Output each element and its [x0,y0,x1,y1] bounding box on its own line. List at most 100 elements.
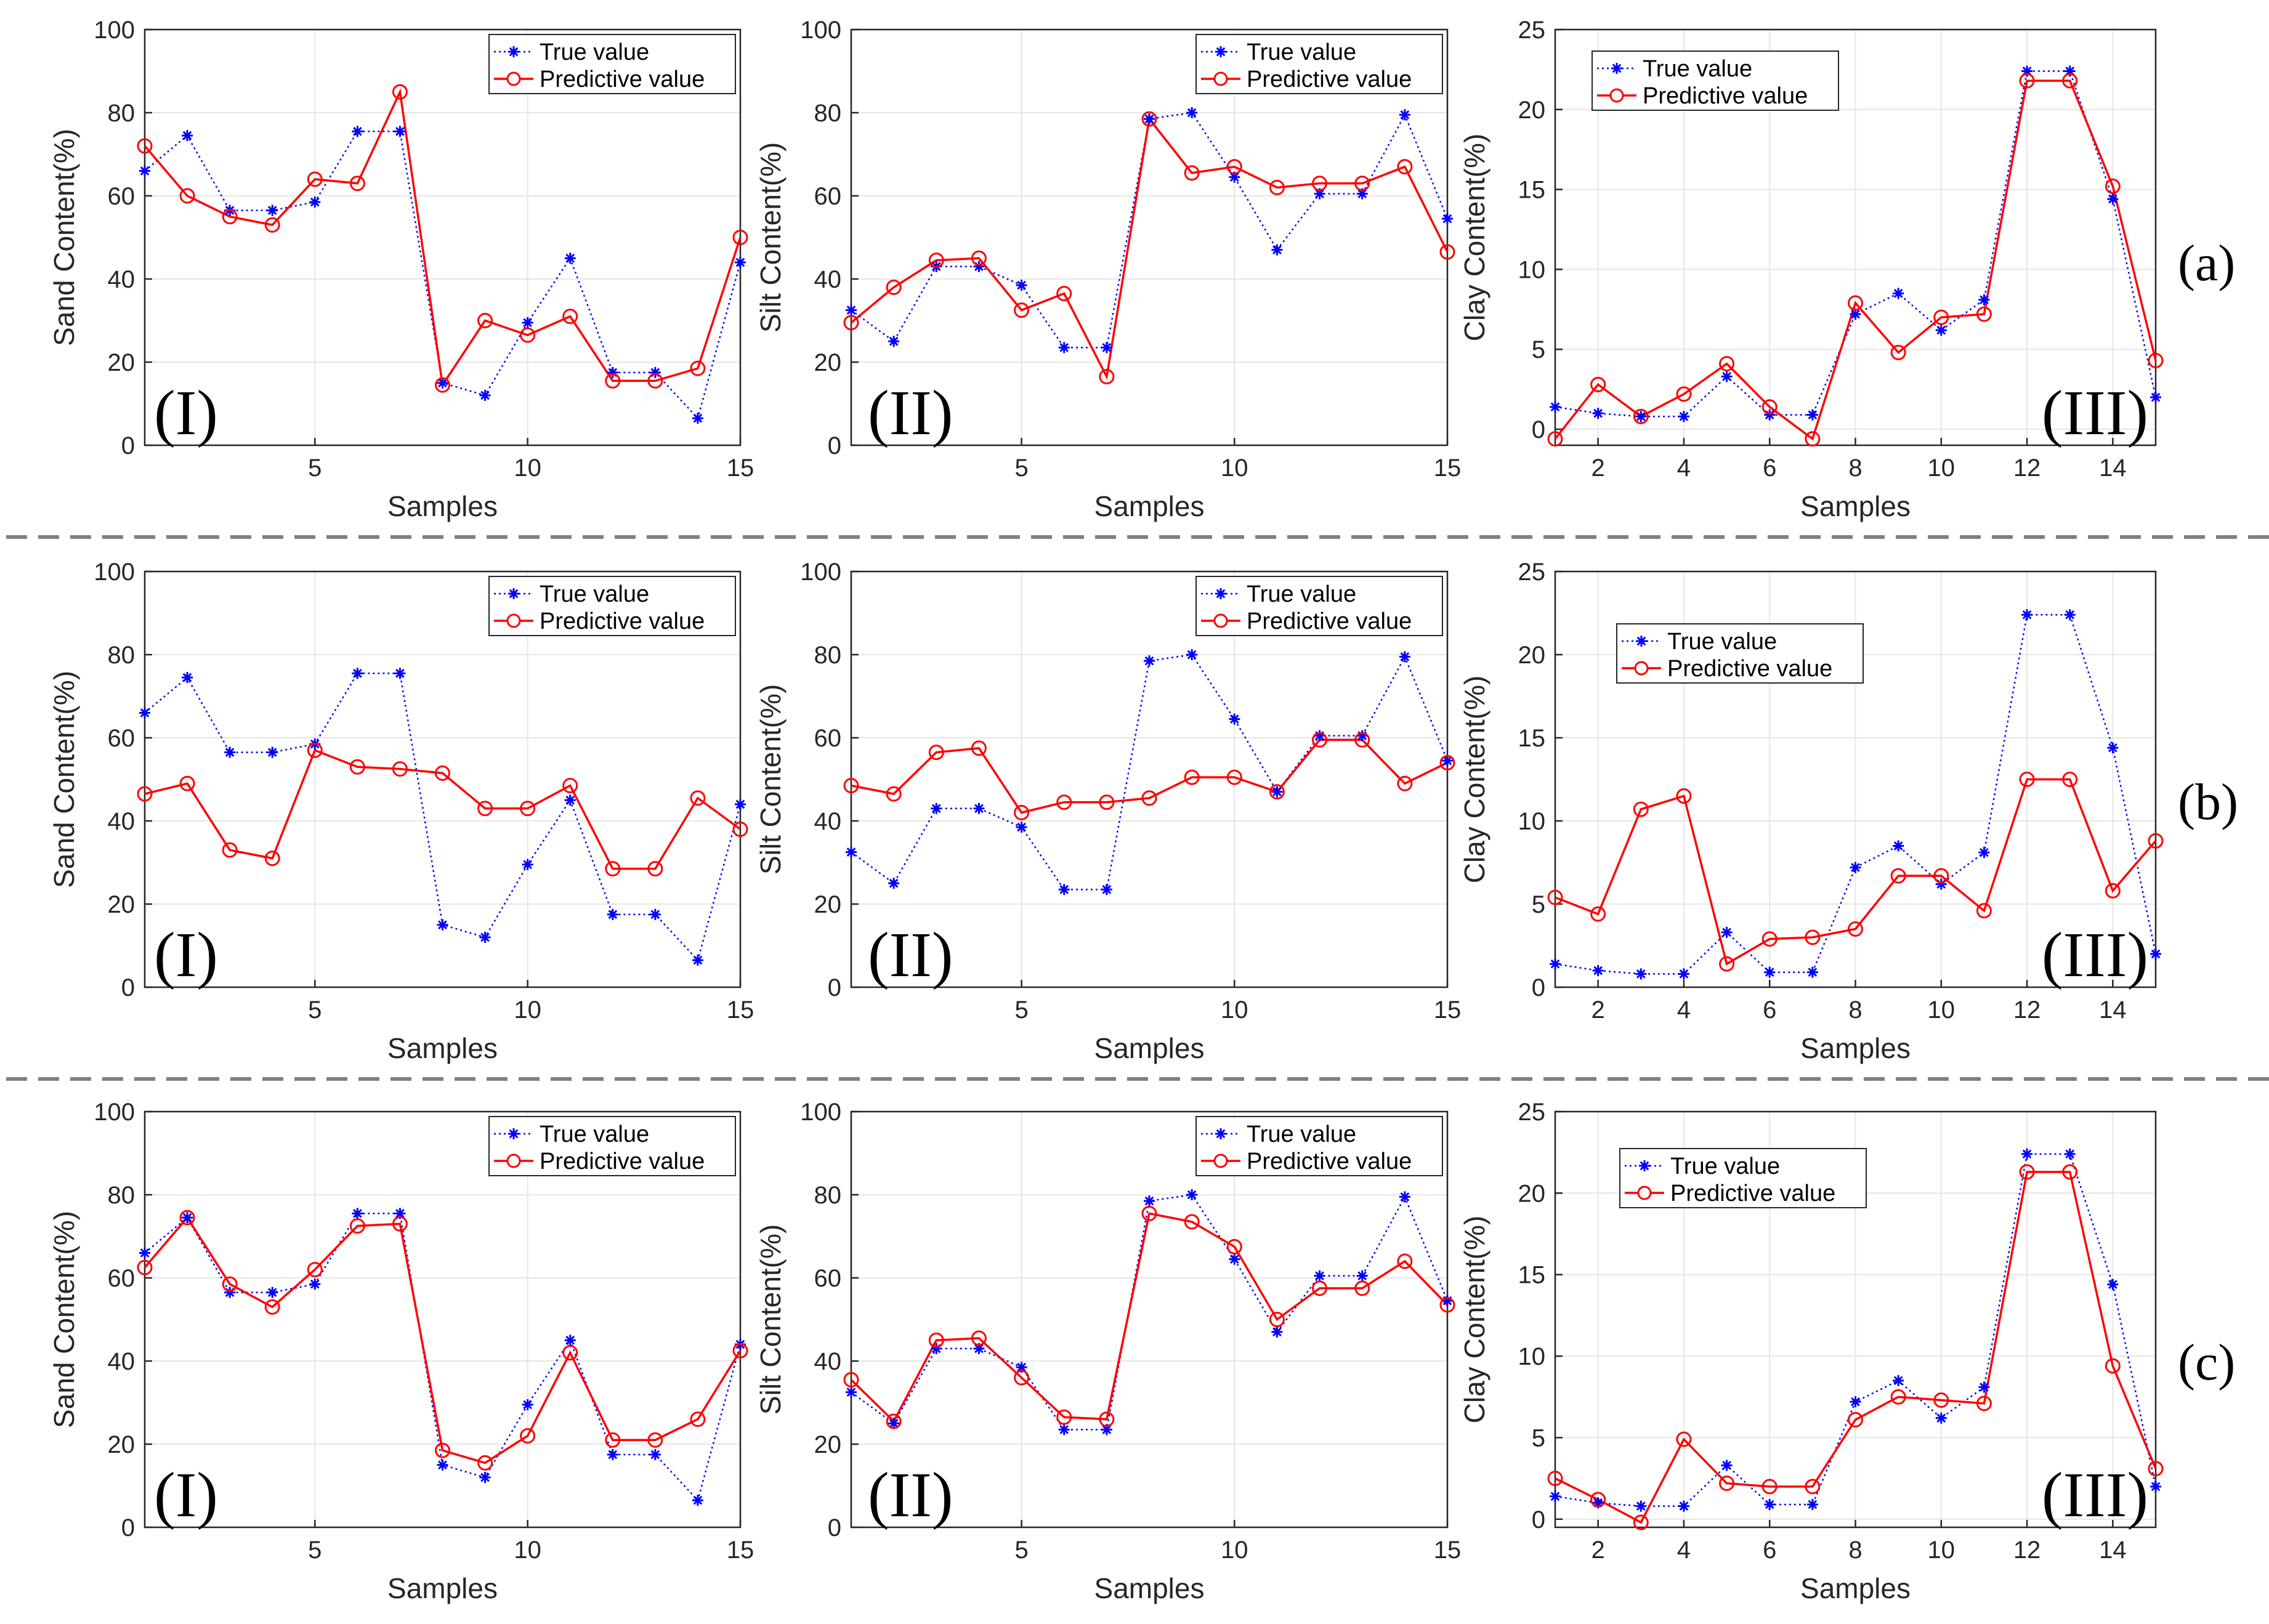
y-tick-label: 5 [1532,1424,1545,1452]
true-value-point [1314,188,1325,200]
true-value-point [607,366,618,378]
true-value-point [564,1335,576,1346]
predictive-value-point [1676,1431,1692,1447]
y-tick-label: 25 [1518,1099,1546,1126]
x-axis-label: Samples [1800,490,1911,522]
legend-pred-label: Predictive value [1667,656,1832,682]
y-tick-label: 100 [94,17,135,44]
legend-box [1195,34,1443,94]
y-tick-label: 10 [1518,1343,1546,1370]
predictive-value-point [1633,1514,1649,1530]
true-value-point [224,746,236,758]
x-tick-label: 6 [1763,454,1776,482]
true-value-point [564,252,576,264]
predictive-value-point [1761,931,1778,947]
true-value-point [1229,1253,1240,1265]
predictive-value-point [1805,1479,1821,1495]
predictive-value-point [732,230,748,245]
predictive-value-point [886,1413,902,1429]
predictive-value-point [1099,794,1115,810]
predictive-value-point [179,1210,195,1226]
predictive-value-point [1312,732,1328,748]
true-value-point [1764,409,1776,421]
legend-pred-label: Predictive value [1247,67,1412,92]
predictive-value-point [392,84,408,100]
true-value-point [1592,965,1604,976]
legend-true-label: True value [540,1121,649,1147]
true-value-point [352,126,363,137]
plot-frame [144,570,742,988]
y-tick-label: 15 [1518,725,1546,752]
true-value-point [182,130,193,142]
predictive-value-point [1933,868,1949,884]
true-value-point [2021,65,2033,77]
true-value-point [1893,1375,1904,1386]
row-label-c: (c) [2178,1334,2235,1391]
predictive-value-point [1590,906,1606,922]
predictive-value-point [690,1412,706,1427]
true-value-point [846,1386,857,1398]
legend-pred-marker [1637,1186,1652,1200]
true-value-point [1806,1498,1818,1510]
true-value-point [522,317,533,328]
true-value-point [2150,948,2161,959]
y-tick-label: 100 [800,17,841,44]
predictive-value-point [2062,73,2078,89]
true-value-point [1764,1498,1776,1510]
legend-true-marker [508,46,519,57]
predictive-value-point [928,252,944,269]
predictive-value-point [1439,244,1455,260]
true-value-point [1850,862,1861,873]
predictive-value-point [843,1372,859,1388]
true-value-point [1978,1381,1990,1393]
legend-box [1195,1116,1443,1176]
legend-true-label: True value [1247,1121,1356,1147]
y-tick-label: 10 [1518,256,1546,283]
predictive-value-point [605,1432,621,1448]
predictive-value-point [1933,309,1949,325]
predictive-value-point [2019,73,2035,89]
predictive-value-point [843,778,859,794]
true-value-point [1806,966,1818,978]
predictive-value-point [222,209,238,225]
legend-true-label: True value [540,39,649,65]
legend-pred-label: Predictive value [1643,83,1808,109]
predictive-value-point [1590,376,1606,392]
y-tick-label: 40 [108,266,135,293]
y-axis-label: Silt Content(%) [754,684,787,875]
predictive-value-point [562,778,578,794]
y-tick-label: 0 [121,974,135,1001]
legend-pred-marker [506,71,521,86]
true-value-point [437,377,448,389]
predictive-value-point [307,742,323,758]
true-value-point [139,165,150,177]
x-tick-label: 10 [1928,1537,1956,1564]
true-value-point [2064,609,2076,621]
predictive-value-point [1354,1280,1370,1296]
y-tick-label: 60 [814,183,842,210]
x-tick-label: 12 [2013,996,2041,1024]
true-value-point [1144,655,1155,667]
panel-label: (I) [154,919,218,990]
true-value-point [1144,1195,1155,1207]
predictive-value-point [1848,1412,1863,1428]
predictive-value-point [1141,790,1157,806]
legend-pred-marker [506,1153,521,1168]
true-value-point [2064,65,2076,77]
legend-box [1619,1148,1867,1208]
y-tick-label: 0 [1532,974,1545,1001]
true-value-point [1442,755,1453,767]
predictive-value-point [1848,295,1863,311]
panel-label: (III) [2042,1460,2148,1530]
true-value-point [1186,107,1198,118]
true-value-point [352,668,363,679]
predictive-value-point [477,313,493,328]
y-tick-label: 0 [121,1514,135,1541]
legend-pred-marker [1609,88,1624,103]
y-tick-label: 20 [108,1431,135,1458]
legend-true-marker [508,1128,519,1139]
panel-label: (I) [154,378,218,448]
